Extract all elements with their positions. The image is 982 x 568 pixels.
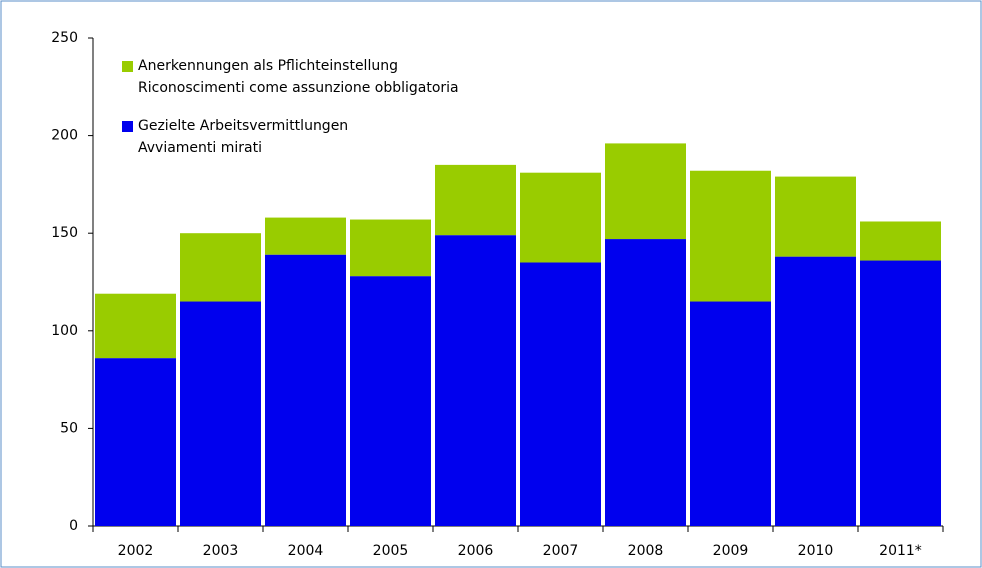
bar-segment — [95, 293, 176, 359]
x-tick-label: 2011* — [879, 543, 922, 559]
bar-segment — [860, 260, 941, 526]
bar-segment — [605, 239, 686, 526]
bar-segment — [180, 233, 261, 302]
bar-segment — [435, 235, 516, 527]
bar-segment — [520, 172, 601, 263]
bar-segment — [95, 358, 176, 526]
y-tick-label: 100 — [51, 323, 78, 339]
legend-swatch — [122, 61, 133, 72]
x-tick-label: 2010 — [798, 543, 834, 559]
legend-label: Anerkennungen als Pflichteinstellung — [138, 58, 398, 74]
bar-segment — [775, 176, 856, 257]
bar-segment — [350, 219, 431, 277]
bar-segment — [265, 254, 346, 526]
y-tick-label: 250 — [51, 30, 78, 46]
x-tick-label: 2002 — [118, 543, 154, 559]
bar-segment — [860, 221, 941, 261]
y-tick-label: 150 — [51, 225, 78, 241]
bar-segment — [520, 262, 601, 526]
x-tick-label: 2005 — [373, 543, 409, 559]
bar-segment — [690, 301, 771, 526]
bar-segment — [690, 170, 771, 302]
legend-label: Riconoscimenti come assunzione obbligato… — [138, 80, 459, 96]
bar-segment — [775, 256, 856, 526]
legend-label: Gezielte Arbeitsvermittlungen — [138, 118, 348, 134]
x-tick-label: 2006 — [458, 543, 494, 559]
legend-swatch — [122, 121, 133, 132]
y-tick-label: 0 — [69, 518, 78, 534]
y-tick-label: 200 — [51, 128, 78, 144]
x-tick-label: 2008 — [628, 543, 664, 559]
bar-segment — [265, 217, 346, 255]
legend-label: Avviamenti mirati — [138, 140, 262, 156]
bar-segment — [435, 164, 516, 236]
x-tick-label: 2009 — [713, 543, 749, 559]
bar-segment — [350, 276, 431, 526]
x-tick-label: 2007 — [543, 543, 579, 559]
x-tick-label: 2004 — [288, 543, 324, 559]
x-tick-label: 2003 — [203, 543, 239, 559]
y-tick-label: 50 — [60, 420, 78, 436]
bar-segment — [180, 301, 261, 526]
bar-segment — [605, 143, 686, 240]
